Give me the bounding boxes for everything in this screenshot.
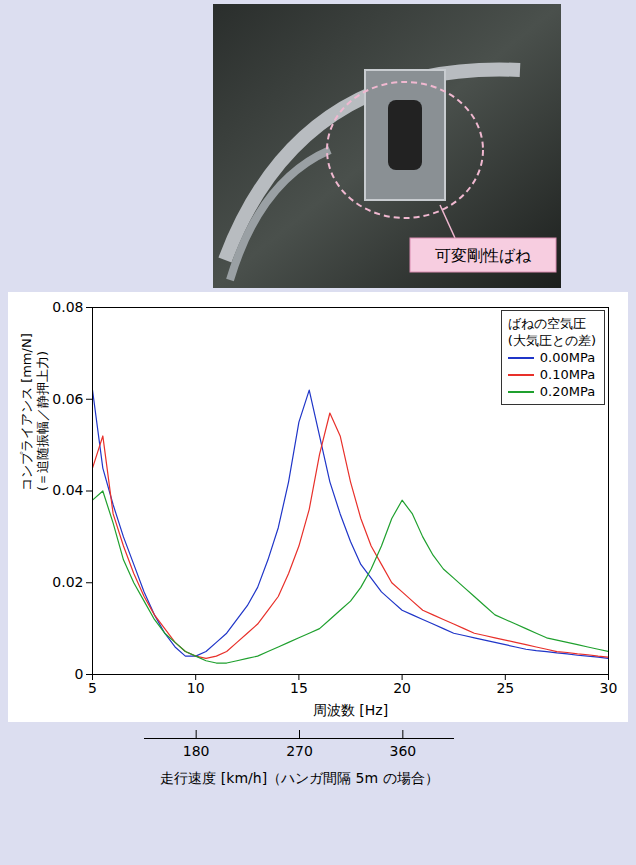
svg-text:25: 25 <box>496 680 514 696</box>
svg-text:0: 0 <box>75 666 84 682</box>
svg-text:0.04: 0.04 <box>52 482 83 498</box>
html-text:(大気圧との差): (大気圧との差) <box>507 333 596 348</box>
svg-text:180: 180 <box>183 743 210 759</box>
svg-text:0.06: 0.06 <box>52 391 83 407</box>
svg-text:0.02: 0.02 <box>52 574 83 590</box>
svg-text:可変剛性ばね: 可変剛性ばね <box>435 246 532 265</box>
svg-text:0.08: 0.08 <box>52 299 83 315</box>
svg-text:(＝追随振幅／静押上力): (＝追随振幅／静押上力) <box>35 351 50 491</box>
svg-text:360: 360 <box>389 743 416 759</box>
html-text:ばねの空気圧: ばねの空気圧 <box>507 316 586 331</box>
svg-text:270: 270 <box>286 743 313 759</box>
svg-text:周波数 [Hz]: 周波数 [Hz] <box>313 702 388 718</box>
html-text:0.10MPa: 0.10MPa <box>539 367 596 382</box>
svg-text:20: 20 <box>393 680 411 696</box>
svg-text:15: 15 <box>290 680 308 696</box>
html-text:0.20MPa: 0.20MPa <box>539 384 596 399</box>
svg-text:30: 30 <box>600 680 618 696</box>
svg-text:コンプライアンス [mm/N]: コンプライアンス [mm/N] <box>19 333 34 491</box>
svg-text:10: 10 <box>187 680 205 696</box>
svg-text:5: 5 <box>88 680 97 696</box>
svg-text:走行速度 [km/h]（ハンガ間隔 5m の場合）: 走行速度 [km/h]（ハンガ間隔 5m の場合） <box>160 770 438 786</box>
html-text:0.00MPa: 0.00MPa <box>539 350 596 365</box>
